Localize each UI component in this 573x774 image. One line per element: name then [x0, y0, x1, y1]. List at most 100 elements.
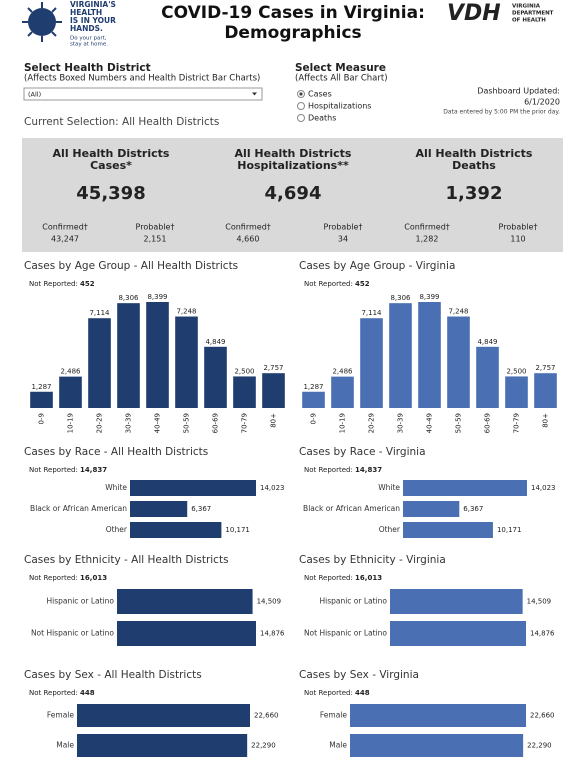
chart-title: Cases by Ethnicity - Virginia — [299, 554, 446, 566]
bar — [175, 316, 198, 408]
not-reported-label: Not Reported: — [29, 689, 78, 697]
bar — [204, 346, 227, 408]
value-label: 14,023 — [531, 484, 556, 492]
radio[interactable] — [297, 114, 305, 122]
logo: VIRGINIA'S HEALTH IS IN YOUR HANDS. Do y… — [22, 0, 116, 48]
summary-title: Cases* — [90, 159, 132, 172]
not-reported: Not Reported: 14,837 — [29, 466, 107, 474]
dropdown-value[interactable]: (All) — [28, 91, 41, 99]
value-label: 14,876 — [260, 630, 285, 638]
value-label: 10,171 — [497, 526, 522, 534]
summary-title: All Health Districts — [416, 147, 533, 160]
bar — [88, 318, 111, 408]
value-label: 14,509 — [527, 598, 552, 606]
bar — [418, 302, 441, 408]
radio-label[interactable]: Deaths — [308, 114, 336, 123]
value-label: 22,660 — [530, 712, 555, 720]
control-label: Select Health District — [24, 62, 151, 74]
radio-dot[interactable] — [299, 92, 303, 96]
not-reported-value: 452 — [355, 280, 370, 288]
not-reported-label: Not Reported: — [304, 574, 353, 582]
x-tick-label: 80+ — [270, 413, 278, 428]
dropdown-arrow[interactable] — [252, 92, 257, 96]
value-label: 7,248 — [448, 308, 468, 316]
not-reported: Not Reported: 14,837 — [304, 466, 382, 474]
bar — [30, 391, 53, 408]
radio-group[interactable]: Cases Hospitalizations Deaths — [297, 90, 372, 123]
radio[interactable] — [297, 102, 305, 110]
not-reported-value: 448 — [355, 689, 370, 697]
bar — [117, 621, 256, 646]
x-tick-label: 70-79 — [513, 413, 521, 433]
category-label: Other — [106, 525, 128, 534]
confirmed-label: Confirmed† — [225, 223, 271, 232]
chart-title: Cases by Age Group - Virginia — [299, 260, 455, 272]
probable-value: 110 — [510, 235, 525, 244]
bar — [403, 501, 460, 517]
x-tick-label: 60-69 — [484, 413, 492, 433]
value-label: 8,306 — [118, 294, 139, 302]
bar — [534, 373, 557, 408]
bar — [331, 376, 354, 408]
category-label: Hispanic or Latino — [319, 597, 387, 606]
value-label: 7,114 — [361, 309, 382, 317]
x-tick-label: 40-49 — [154, 413, 162, 433]
value-label: 2,486 — [60, 368, 81, 376]
summary-total: 45,398 — [76, 183, 145, 204]
x-tick-label: 60-69 — [212, 413, 220, 433]
value-label: 2,500 — [234, 367, 254, 375]
not-reported-label: Not Reported: — [304, 466, 353, 474]
bar — [117, 589, 253, 614]
category-label: Black or African American — [30, 504, 127, 513]
updated-note: Data entered by 5:00 PM the prior day. — [443, 109, 560, 116]
logo-text: VIRGINIA'S — [70, 0, 116, 9]
chart-title: Cases by Sex - Virginia — [299, 669, 419, 681]
bar — [302, 391, 325, 408]
category-label: Female — [320, 711, 348, 720]
radio-label[interactable]: Hospitalizations — [308, 102, 371, 111]
value-label: 14,023 — [260, 484, 285, 492]
confirmed-label: Confirmed† — [42, 223, 88, 232]
dropdown-box[interactable] — [23, 87, 263, 101]
chart-title: Cases by Sex - All Health Districts — [24, 669, 202, 681]
not-reported-value: 14,837 — [355, 466, 382, 474]
current-selection: Current Selection: All Health Districts — [24, 116, 219, 128]
summary-total: 1,392 — [446, 183, 503, 204]
probable-value: 34 — [338, 235, 348, 244]
agency-name: OF HEALTH — [512, 18, 546, 24]
not-reported-value: 452 — [80, 280, 95, 288]
category-label: Female — [47, 711, 75, 720]
logo-tagline: Do your part, — [70, 36, 107, 42]
not-reported: Not Reported: 16,013 — [304, 574, 382, 582]
bar — [390, 621, 526, 646]
logo-spikes — [22, 2, 62, 42]
chart-title: Cases by Race - Virginia — [299, 446, 426, 458]
category-label: Not Hispanic or Latino — [31, 629, 114, 638]
logo-tagline: stay at home. — [70, 42, 108, 48]
not-reported-label: Not Reported: — [304, 689, 353, 697]
value-label: 2,486 — [332, 368, 353, 376]
x-tick-label: 10-19 — [67, 413, 75, 433]
bar — [360, 318, 383, 408]
not-reported-label: Not Reported: — [304, 280, 353, 288]
confirmed-value: 1,282 — [416, 235, 439, 244]
summary-title: All Health Districts — [235, 147, 352, 160]
category-label: White — [378, 483, 400, 492]
category-label: Black or African American — [303, 504, 400, 513]
bar — [77, 734, 248, 757]
confirmed-label: Confirmed† — [404, 223, 450, 232]
value-label: 2,757 — [535, 364, 555, 372]
bar — [233, 376, 256, 408]
district-dropdown[interactable]: (All) — [23, 87, 263, 101]
bar — [476, 346, 499, 408]
charts: Cases by Age Group - All Health District… — [24, 260, 557, 757]
bar — [77, 704, 250, 727]
radio-label[interactable]: Cases — [308, 90, 332, 99]
chart-title: Cases by Ethnicity - All Health District… — [24, 554, 229, 566]
control-note: (Affects All Bar Chart) — [295, 74, 388, 84]
bar — [130, 480, 256, 496]
logo-text: HANDS. — [70, 24, 103, 33]
x-tick-label: 50-59 — [183, 413, 191, 433]
category-label: Other — [379, 525, 401, 534]
